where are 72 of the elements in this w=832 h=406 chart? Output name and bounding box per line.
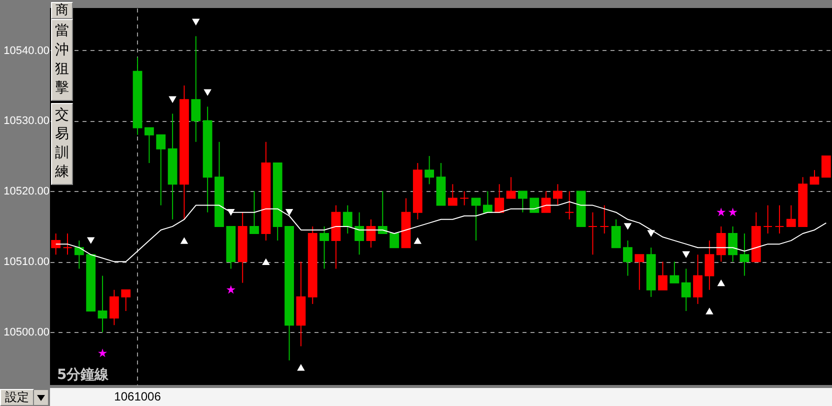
candlestick — [553, 184, 562, 206]
point — [192, 18, 200, 26]
point — [226, 285, 236, 294]
y-tick-label: 10530.00 — [4, 115, 50, 128]
candlestick — [144, 127, 154, 164]
point — [716, 208, 726, 216]
point — [647, 230, 655, 237]
candlestick — [506, 176, 516, 199]
candlestick — [530, 198, 540, 213]
point — [414, 237, 422, 244]
candlestick — [424, 155, 434, 185]
candlestick — [600, 204, 610, 234]
candlestick — [634, 254, 644, 290]
point — [168, 96, 176, 103]
candlestick — [320, 226, 329, 270]
candlestick — [494, 184, 504, 213]
candlestick — [354, 212, 364, 256]
candlestick — [191, 36, 201, 142]
point — [98, 348, 108, 358]
candlestick — [611, 218, 621, 248]
candlestick — [564, 190, 574, 220]
candlestick — [588, 212, 598, 256]
x-tick-label: 1061006 — [114, 390, 162, 404]
text: 設定 — [0, 389, 34, 406]
annotation: 交易訓練 — [51, 103, 73, 185]
point — [706, 308, 714, 314]
candlestick — [728, 226, 738, 262]
candlestick — [109, 289, 119, 326]
candlestick — [716, 226, 726, 262]
y-tick-label: 10520.00 — [4, 186, 50, 198]
candlestick — [704, 240, 714, 290]
candlestick — [342, 204, 352, 234]
point — [262, 258, 270, 266]
point — [204, 89, 212, 96]
point — [285, 209, 294, 216]
point — [86, 237, 95, 244]
point — [728, 208, 738, 216]
candlestick — [460, 190, 470, 206]
candlestick — [51, 232, 61, 256]
candlestick — [763, 204, 773, 234]
candlestick — [98, 275, 108, 333]
candlestick — [156, 134, 166, 206]
candlestick — [121, 289, 131, 312]
point — [717, 279, 725, 286]
annotation: 當沖狙擊 — [51, 19, 73, 101]
candlestick — [482, 190, 492, 213]
candlestick — [390, 232, 400, 248]
y-tick-label: 10540.00 — [4, 44, 50, 57]
candlestick — [623, 240, 632, 276]
y-tick-label: 10500.00 — [4, 326, 50, 339]
candlestick — [62, 232, 72, 256]
candlestick — [774, 204, 784, 234]
annotation: 商 — [51, 2, 73, 19]
point — [624, 223, 632, 230]
candlestick — [670, 261, 680, 284]
candlestick — [448, 184, 458, 206]
point — [682, 251, 690, 258]
candlestick — [681, 268, 691, 312]
candlestick — [74, 240, 84, 270]
candlestick — [740, 232, 750, 276]
annotation: 5分鐘線 — [57, 366, 109, 384]
point — [180, 237, 188, 244]
candlestick — [658, 261, 668, 290]
candlestick — [786, 204, 796, 227]
y-tick-label: 10510.00 — [4, 256, 50, 268]
candlestick — [518, 190, 528, 213]
candlestick — [693, 254, 702, 304]
candlestick — [250, 190, 259, 234]
candlestick — [471, 198, 481, 242]
point — [297, 364, 305, 371]
candlestick — [821, 155, 831, 178]
candlestick — [810, 170, 820, 185]
